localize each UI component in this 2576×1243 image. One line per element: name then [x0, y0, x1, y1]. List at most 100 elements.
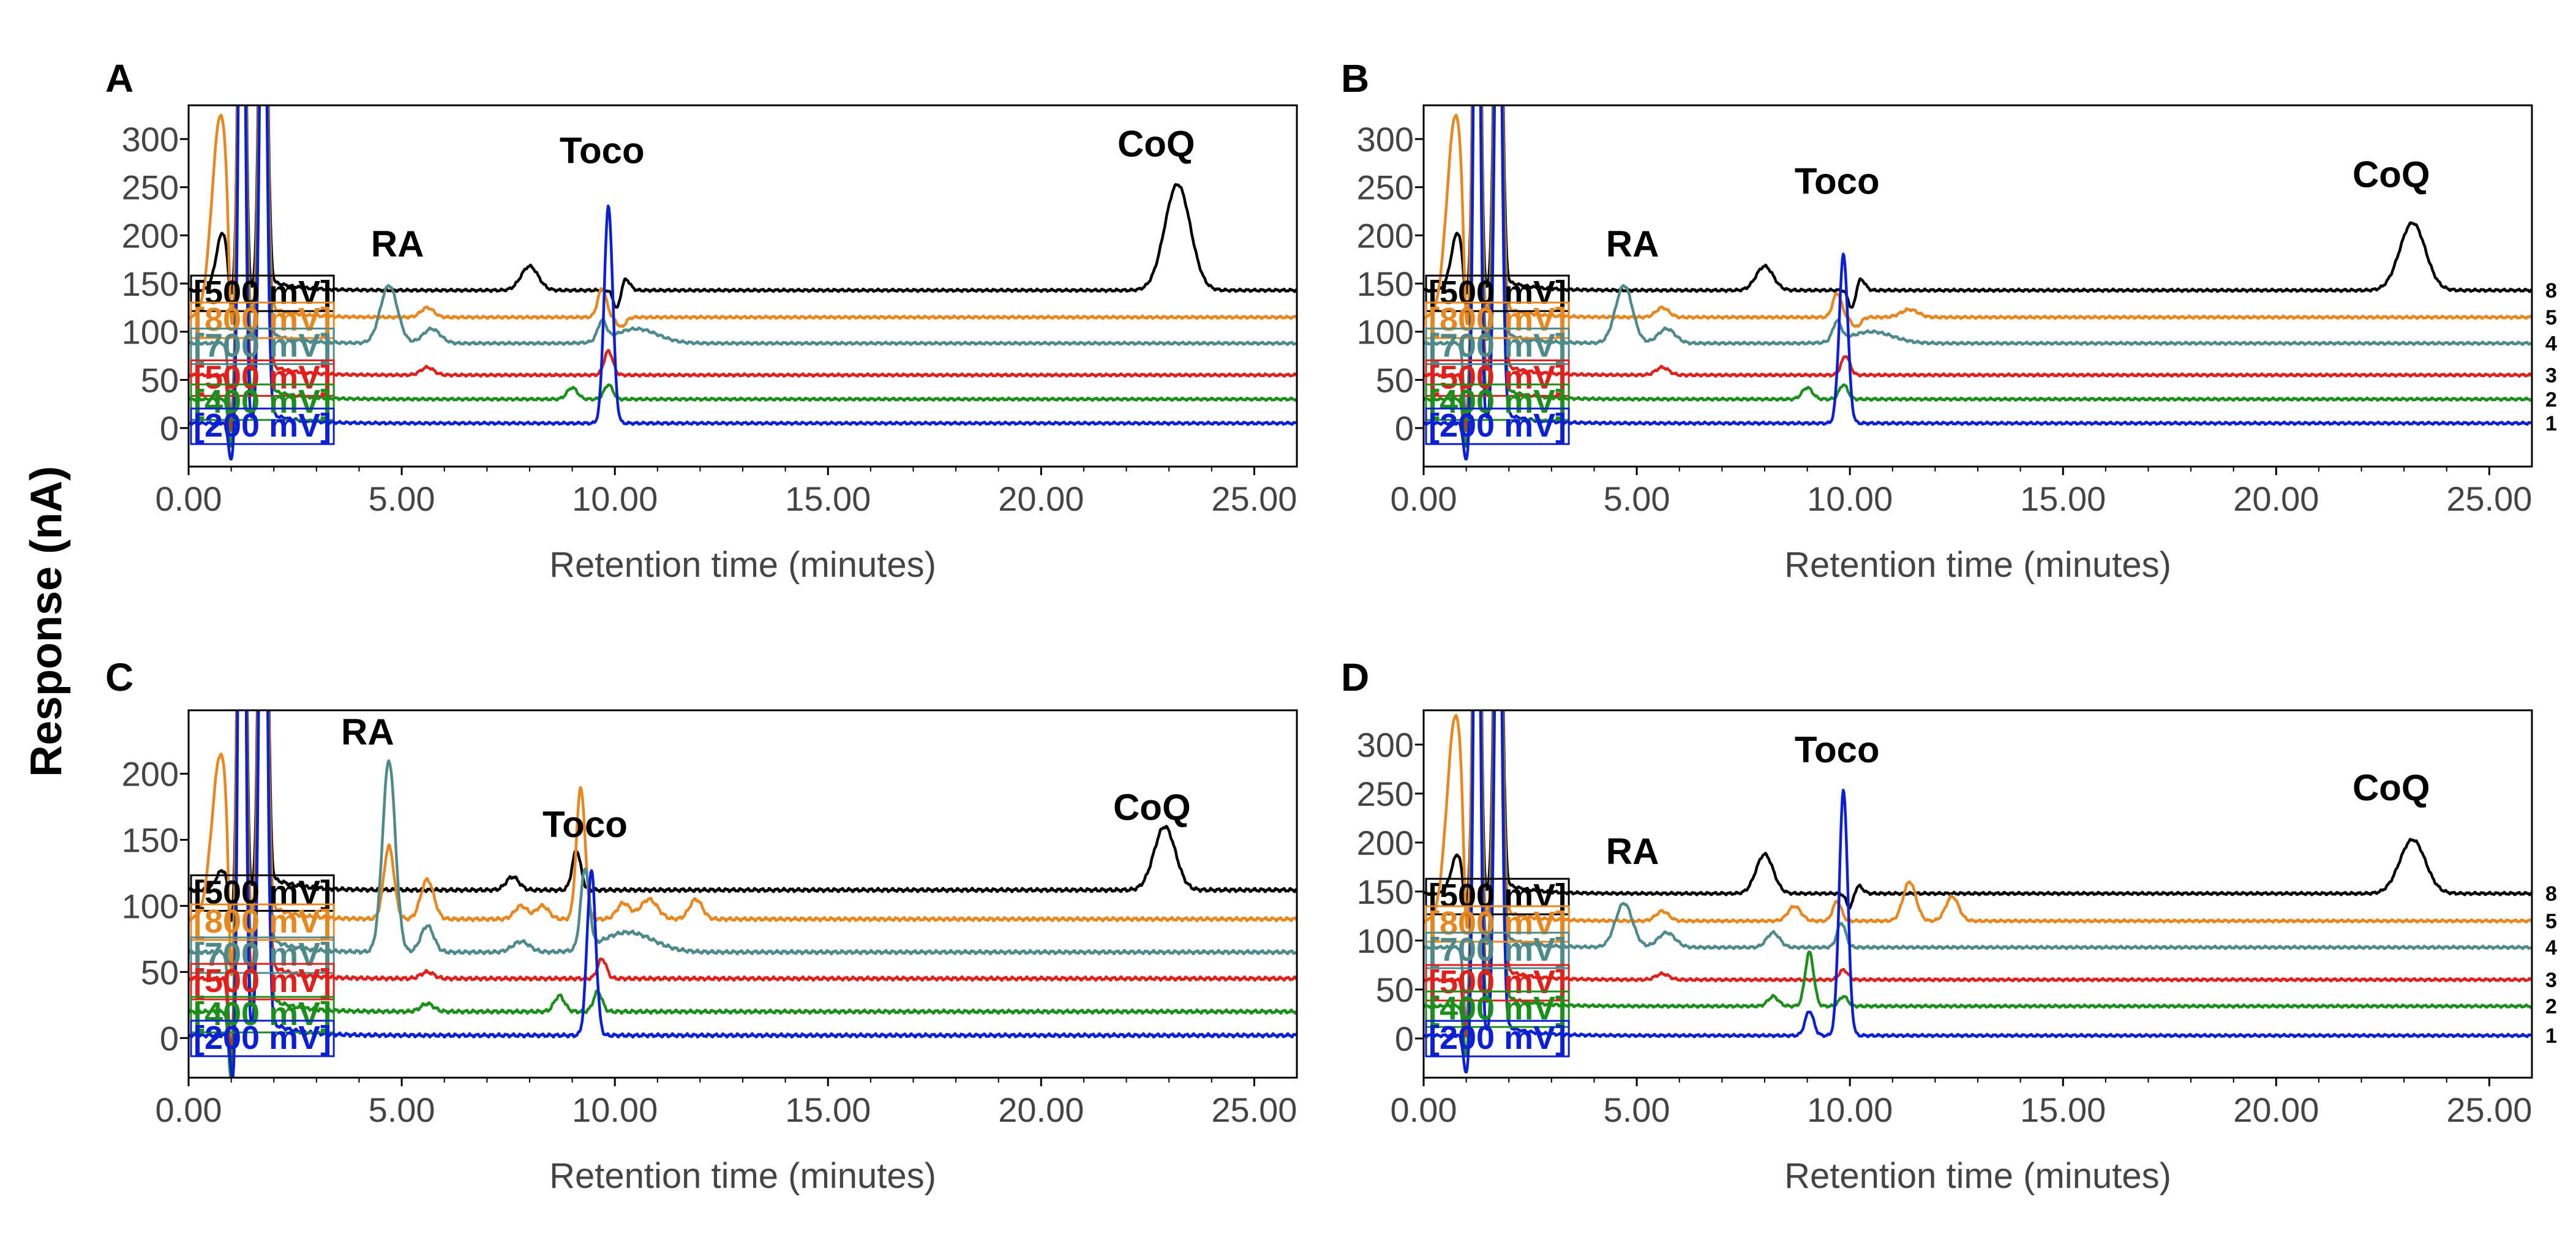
x-tick-label: 15.00 [785, 1091, 871, 1129]
x-axis-title: Retention time (minutes) [1784, 1156, 2171, 1196]
y-tick-label: 50 [141, 953, 179, 991]
peak-label: Toco [1795, 729, 1880, 770]
trace-8 [1424, 105, 2532, 309]
channel-label: [800 mV] [1429, 905, 1566, 942]
peak-label: CoQ [2353, 767, 2430, 808]
trace-3 [1424, 710, 2532, 1038]
channel-label-box [190, 383, 335, 421]
channel-label-box [190, 274, 335, 312]
peak-label: RA [1606, 223, 1659, 265]
peak-label: CoQ [1113, 787, 1191, 828]
x-tick-label: 5.00 [1604, 1091, 1670, 1129]
trace-number: 2 [2545, 388, 2557, 411]
x-tick-label: 20.00 [2233, 1091, 2319, 1129]
trace-4 [1424, 105, 2532, 422]
trace-8 [189, 710, 1297, 922]
y-tick-label: 0 [1395, 1020, 1414, 1058]
x-tick-label: 25.00 [1211, 1091, 1297, 1129]
channel-label: [500 mV] [193, 274, 331, 311]
trace-number: 8 [2545, 279, 2557, 302]
channel-label: [800 mV] [193, 301, 331, 338]
y-tick-label: 200 [122, 755, 179, 794]
channel-label-box [1425, 407, 1570, 445]
x-axis-title: Retention time (minutes) [549, 545, 936, 585]
y-tick-label: 100 [122, 313, 179, 351]
channel-label-box [190, 963, 335, 1001]
trace-number: 5 [2545, 306, 2557, 329]
trace-5 [189, 710, 1297, 977]
trace-1 [189, 710, 1297, 1078]
x-tick-label: 20.00 [998, 479, 1084, 518]
x-axis-title: Retention time (minutes) [1784, 545, 2171, 585]
channel-label-box [1425, 990, 1570, 1028]
channel-label: [700 mV] [1429, 328, 1566, 364]
trace-2 [189, 710, 1297, 1078]
y-tick-label: 200 [1357, 216, 1414, 255]
channel-label: [500 mV] [1429, 359, 1566, 396]
channel-label-box [1425, 383, 1570, 421]
channel-label: [200 mV] [1429, 1020, 1566, 1056]
channel-label: [200 mV] [193, 1020, 331, 1056]
trace-number: 1 [2545, 1024, 2557, 1048]
channel-label: [400 mV] [1429, 383, 1566, 420]
y-axis-title: Response (nA) [22, 466, 71, 777]
y-tick-label: 300 [1357, 120, 1414, 159]
y-tick-label: 200 [122, 216, 179, 255]
channel-label: [500 mV] [193, 359, 331, 396]
y-tick-label: 150 [122, 265, 179, 303]
y-tick-label: 50 [141, 361, 179, 399]
peak-label: Toco [543, 804, 628, 845]
trace-8 [1424, 710, 2532, 910]
channel-label: [500 mV] [193, 963, 331, 999]
panel-letter: B [1341, 56, 1369, 100]
panels-container: A0.00 5.00 10.00 15.00 20.00 25.0005010015020… [105, 56, 2557, 1196]
x-tick-label: 25.00 [2446, 479, 2532, 518]
channel-label: [700 mV] [193, 328, 331, 364]
y-tick-label: 100 [122, 887, 179, 925]
trace-number: 1 [2545, 412, 2557, 435]
traces [1424, 710, 2532, 1074]
channel-label-box [190, 996, 335, 1034]
trace-5 [1424, 105, 2532, 328]
channel-label-box [190, 874, 335, 912]
panel-d: D 0.00 5.00 10.00 15.00 20.00 25.00 0 50 100 150 20… [1341, 655, 2557, 1196]
peak-label: CoQ [2353, 154, 2430, 195]
channel-label-box [1425, 905, 1570, 943]
trace-number: 2 [2545, 995, 2557, 1018]
trace-1 [1424, 710, 2532, 1074]
channel-label-box [190, 1020, 335, 1057]
channel-label: [500 mV] [1429, 964, 1566, 1001]
channel-label: [700 mV] [193, 936, 331, 973]
trace-number: 8 [2545, 882, 2557, 906]
panel-letter: D [1341, 655, 1369, 699]
traces [1424, 105, 2532, 461]
x-tick-label: 15.00 [785, 479, 871, 518]
trace-1 [189, 105, 1297, 461]
channel-label: [200 mV] [193, 407, 331, 444]
trace-number: 4 [2545, 332, 2557, 356]
channel-label-box [1425, 931, 1570, 969]
trace-3 [1424, 105, 2532, 432]
peak-label: CoQ [1117, 123, 1195, 164]
y-tick-label: 250 [1357, 775, 1414, 813]
x-tick-label: 0.00 [156, 1091, 222, 1129]
channel-label-box [1425, 301, 1570, 339]
peak-label: RA [341, 712, 394, 753]
channel-label-box [190, 359, 335, 397]
panel-letter: A [105, 56, 133, 100]
x-tick-label: 20.00 [2233, 479, 2319, 518]
trace-number: 3 [2545, 969, 2557, 992]
x-tick-label: 0.00 [1391, 1091, 1457, 1129]
channel-label-box [1425, 328, 1570, 366]
y-tick-label: 150 [122, 821, 179, 860]
panel-b: B 0.00 5.00 10.00 15.00 20.00 25.00 0 50 100 150 20… [1341, 56, 2557, 585]
channel-label: [400 mV] [193, 383, 331, 420]
y-tick-label: 250 [1357, 168, 1414, 207]
x-tick-label: 10.00 [1807, 1091, 1893, 1129]
x-tick-label: 15.00 [2020, 1091, 2106, 1129]
trace-3 [189, 105, 1297, 432]
traces [189, 105, 1297, 461]
x-tick-label: 5.00 [1604, 479, 1670, 518]
